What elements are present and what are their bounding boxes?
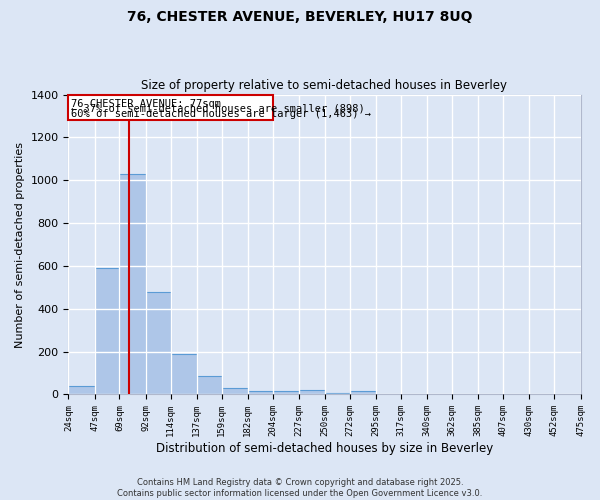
- X-axis label: Distribution of semi-detached houses by size in Beverley: Distribution of semi-detached houses by …: [156, 442, 493, 455]
- Bar: [221, 388, 248, 394]
- Y-axis label: Number of semi-detached properties: Number of semi-detached properties: [15, 142, 25, 348]
- Bar: [170, 354, 197, 395]
- Bar: [197, 376, 221, 394]
- Bar: [273, 392, 299, 394]
- Bar: [95, 268, 119, 394]
- Bar: [68, 386, 95, 394]
- Bar: [350, 392, 376, 394]
- Bar: [299, 390, 325, 394]
- Text: 76 CHESTER AVENUE: 77sqm: 76 CHESTER AVENUE: 77sqm: [71, 100, 221, 110]
- Bar: [119, 174, 146, 394]
- Bar: [248, 392, 273, 394]
- Text: 60% of semi-detached houses are larger (1,463) →: 60% of semi-detached houses are larger (…: [71, 108, 371, 118]
- Text: ← 37% of semi-detached houses are smaller (898): ← 37% of semi-detached houses are smalle…: [71, 104, 364, 114]
- FancyBboxPatch shape: [68, 94, 273, 120]
- Title: Size of property relative to semi-detached houses in Beverley: Size of property relative to semi-detach…: [142, 79, 508, 92]
- Bar: [146, 292, 170, 395]
- Text: Contains HM Land Registry data © Crown copyright and database right 2025.
Contai: Contains HM Land Registry data © Crown c…: [118, 478, 482, 498]
- Text: 76, CHESTER AVENUE, BEVERLEY, HU17 8UQ: 76, CHESTER AVENUE, BEVERLEY, HU17 8UQ: [127, 10, 473, 24]
